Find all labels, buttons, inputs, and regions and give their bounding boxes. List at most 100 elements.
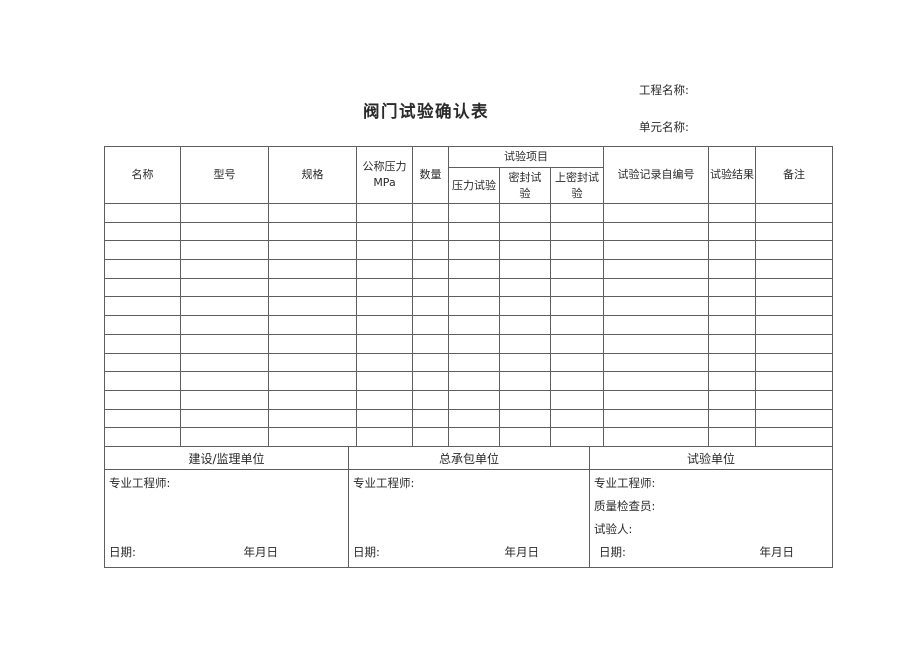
table-cell[interactable]	[499, 427, 551, 447]
table-cell[interactable]	[448, 352, 500, 373]
table-cell[interactable]	[603, 371, 710, 391]
table-cell[interactable]	[356, 408, 413, 429]
table-cell[interactable]	[499, 296, 551, 317]
table-cell[interactable]	[356, 333, 413, 354]
table-cell[interactable]	[268, 296, 357, 317]
table-cell[interactable]	[356, 240, 413, 261]
table-cell[interactable]	[448, 408, 500, 429]
table-cell[interactable]	[603, 221, 710, 242]
table-cell[interactable]	[448, 389, 500, 410]
table-cell[interactable]	[708, 277, 757, 298]
table-cell[interactable]	[104, 221, 181, 242]
table-cell[interactable]	[356, 277, 413, 298]
table-cell[interactable]	[268, 315, 357, 335]
table-cell[interactable]	[356, 352, 413, 373]
table-cell[interactable]	[708, 203, 757, 223]
table-cell[interactable]	[268, 203, 357, 223]
table-cell[interactable]	[180, 315, 269, 335]
table-cell[interactable]	[549, 315, 605, 335]
table-cell[interactable]	[603, 427, 710, 447]
table-cell[interactable]	[356, 203, 413, 223]
table-cell[interactable]	[549, 371, 605, 391]
table-cell[interactable]	[412, 203, 449, 223]
table-cell[interactable]	[499, 389, 551, 410]
table-cell[interactable]	[268, 240, 357, 261]
table-cell[interactable]	[755, 315, 834, 335]
table-cell[interactable]	[180, 203, 269, 223]
table-cell[interactable]	[755, 389, 834, 410]
table-cell[interactable]	[180, 240, 269, 261]
table-cell[interactable]	[549, 203, 605, 223]
table-cell[interactable]	[180, 296, 269, 317]
table-cell[interactable]	[755, 408, 834, 429]
table-cell[interactable]	[708, 315, 757, 335]
table-cell[interactable]	[356, 221, 413, 242]
table-cell[interactable]	[708, 296, 757, 317]
table-cell[interactable]	[499, 240, 551, 261]
table-cell[interactable]	[180, 221, 269, 242]
table-cell[interactable]	[448, 296, 500, 317]
table-cell[interactable]	[603, 408, 710, 429]
table-cell[interactable]	[708, 333, 757, 354]
table-cell[interactable]	[268, 277, 357, 298]
table-cell[interactable]	[268, 259, 357, 279]
table-cell[interactable]	[412, 259, 449, 279]
table-cell[interactable]	[499, 333, 551, 354]
table-cell[interactable]	[755, 296, 834, 317]
table-cell[interactable]	[412, 277, 449, 298]
table-cell[interactable]	[412, 240, 449, 261]
table-cell[interactable]	[412, 389, 449, 410]
table-cell[interactable]	[180, 389, 269, 410]
table-cell[interactable]	[708, 352, 757, 373]
table-cell[interactable]	[499, 221, 551, 242]
table-cell[interactable]	[708, 389, 757, 410]
table-cell[interactable]	[708, 221, 757, 242]
table-cell[interactable]	[448, 277, 500, 298]
table-cell[interactable]	[448, 315, 500, 335]
table-cell[interactable]	[603, 352, 710, 373]
signature-cell-test-unit[interactable]: 专业工程师: 质量检查员: 试验人: 日期: 年月日	[589, 469, 833, 568]
table-cell[interactable]	[603, 259, 710, 279]
table-cell[interactable]	[412, 315, 449, 335]
table-cell[interactable]	[104, 296, 181, 317]
table-cell[interactable]	[356, 427, 413, 447]
table-cell[interactable]	[499, 203, 551, 223]
table-cell[interactable]	[104, 259, 181, 279]
table-cell[interactable]	[356, 371, 413, 391]
table-cell[interactable]	[412, 352, 449, 373]
table-cell[interactable]	[708, 408, 757, 429]
table-cell[interactable]	[448, 427, 500, 447]
table-cell[interactable]	[603, 333, 710, 354]
table-cell[interactable]	[603, 240, 710, 261]
table-cell[interactable]	[549, 333, 605, 354]
table-cell[interactable]	[180, 408, 269, 429]
table-cell[interactable]	[412, 221, 449, 242]
table-cell[interactable]	[448, 240, 500, 261]
table-cell[interactable]	[448, 333, 500, 354]
table-cell[interactable]	[268, 427, 357, 447]
table-cell[interactable]	[104, 371, 181, 391]
table-cell[interactable]	[499, 259, 551, 279]
table-cell[interactable]	[268, 221, 357, 242]
table-cell[interactable]	[104, 389, 181, 410]
table-cell[interactable]	[104, 277, 181, 298]
table-cell[interactable]	[755, 277, 834, 298]
table-cell[interactable]	[499, 371, 551, 391]
table-cell[interactable]	[180, 277, 269, 298]
table-cell[interactable]	[104, 408, 181, 429]
table-cell[interactable]	[448, 259, 500, 279]
table-cell[interactable]	[412, 371, 449, 391]
table-cell[interactable]	[499, 352, 551, 373]
table-cell[interactable]	[549, 408, 605, 429]
table-cell[interactable]	[499, 315, 551, 335]
table-cell[interactable]	[268, 371, 357, 391]
table-cell[interactable]	[356, 389, 413, 410]
table-cell[interactable]	[104, 427, 181, 447]
table-cell[interactable]	[603, 203, 710, 223]
table-cell[interactable]	[755, 352, 834, 373]
table-cell[interactable]	[603, 296, 710, 317]
table-cell[interactable]	[356, 259, 413, 279]
table-cell[interactable]	[268, 333, 357, 354]
table-cell[interactable]	[755, 333, 834, 354]
table-cell[interactable]	[268, 352, 357, 373]
